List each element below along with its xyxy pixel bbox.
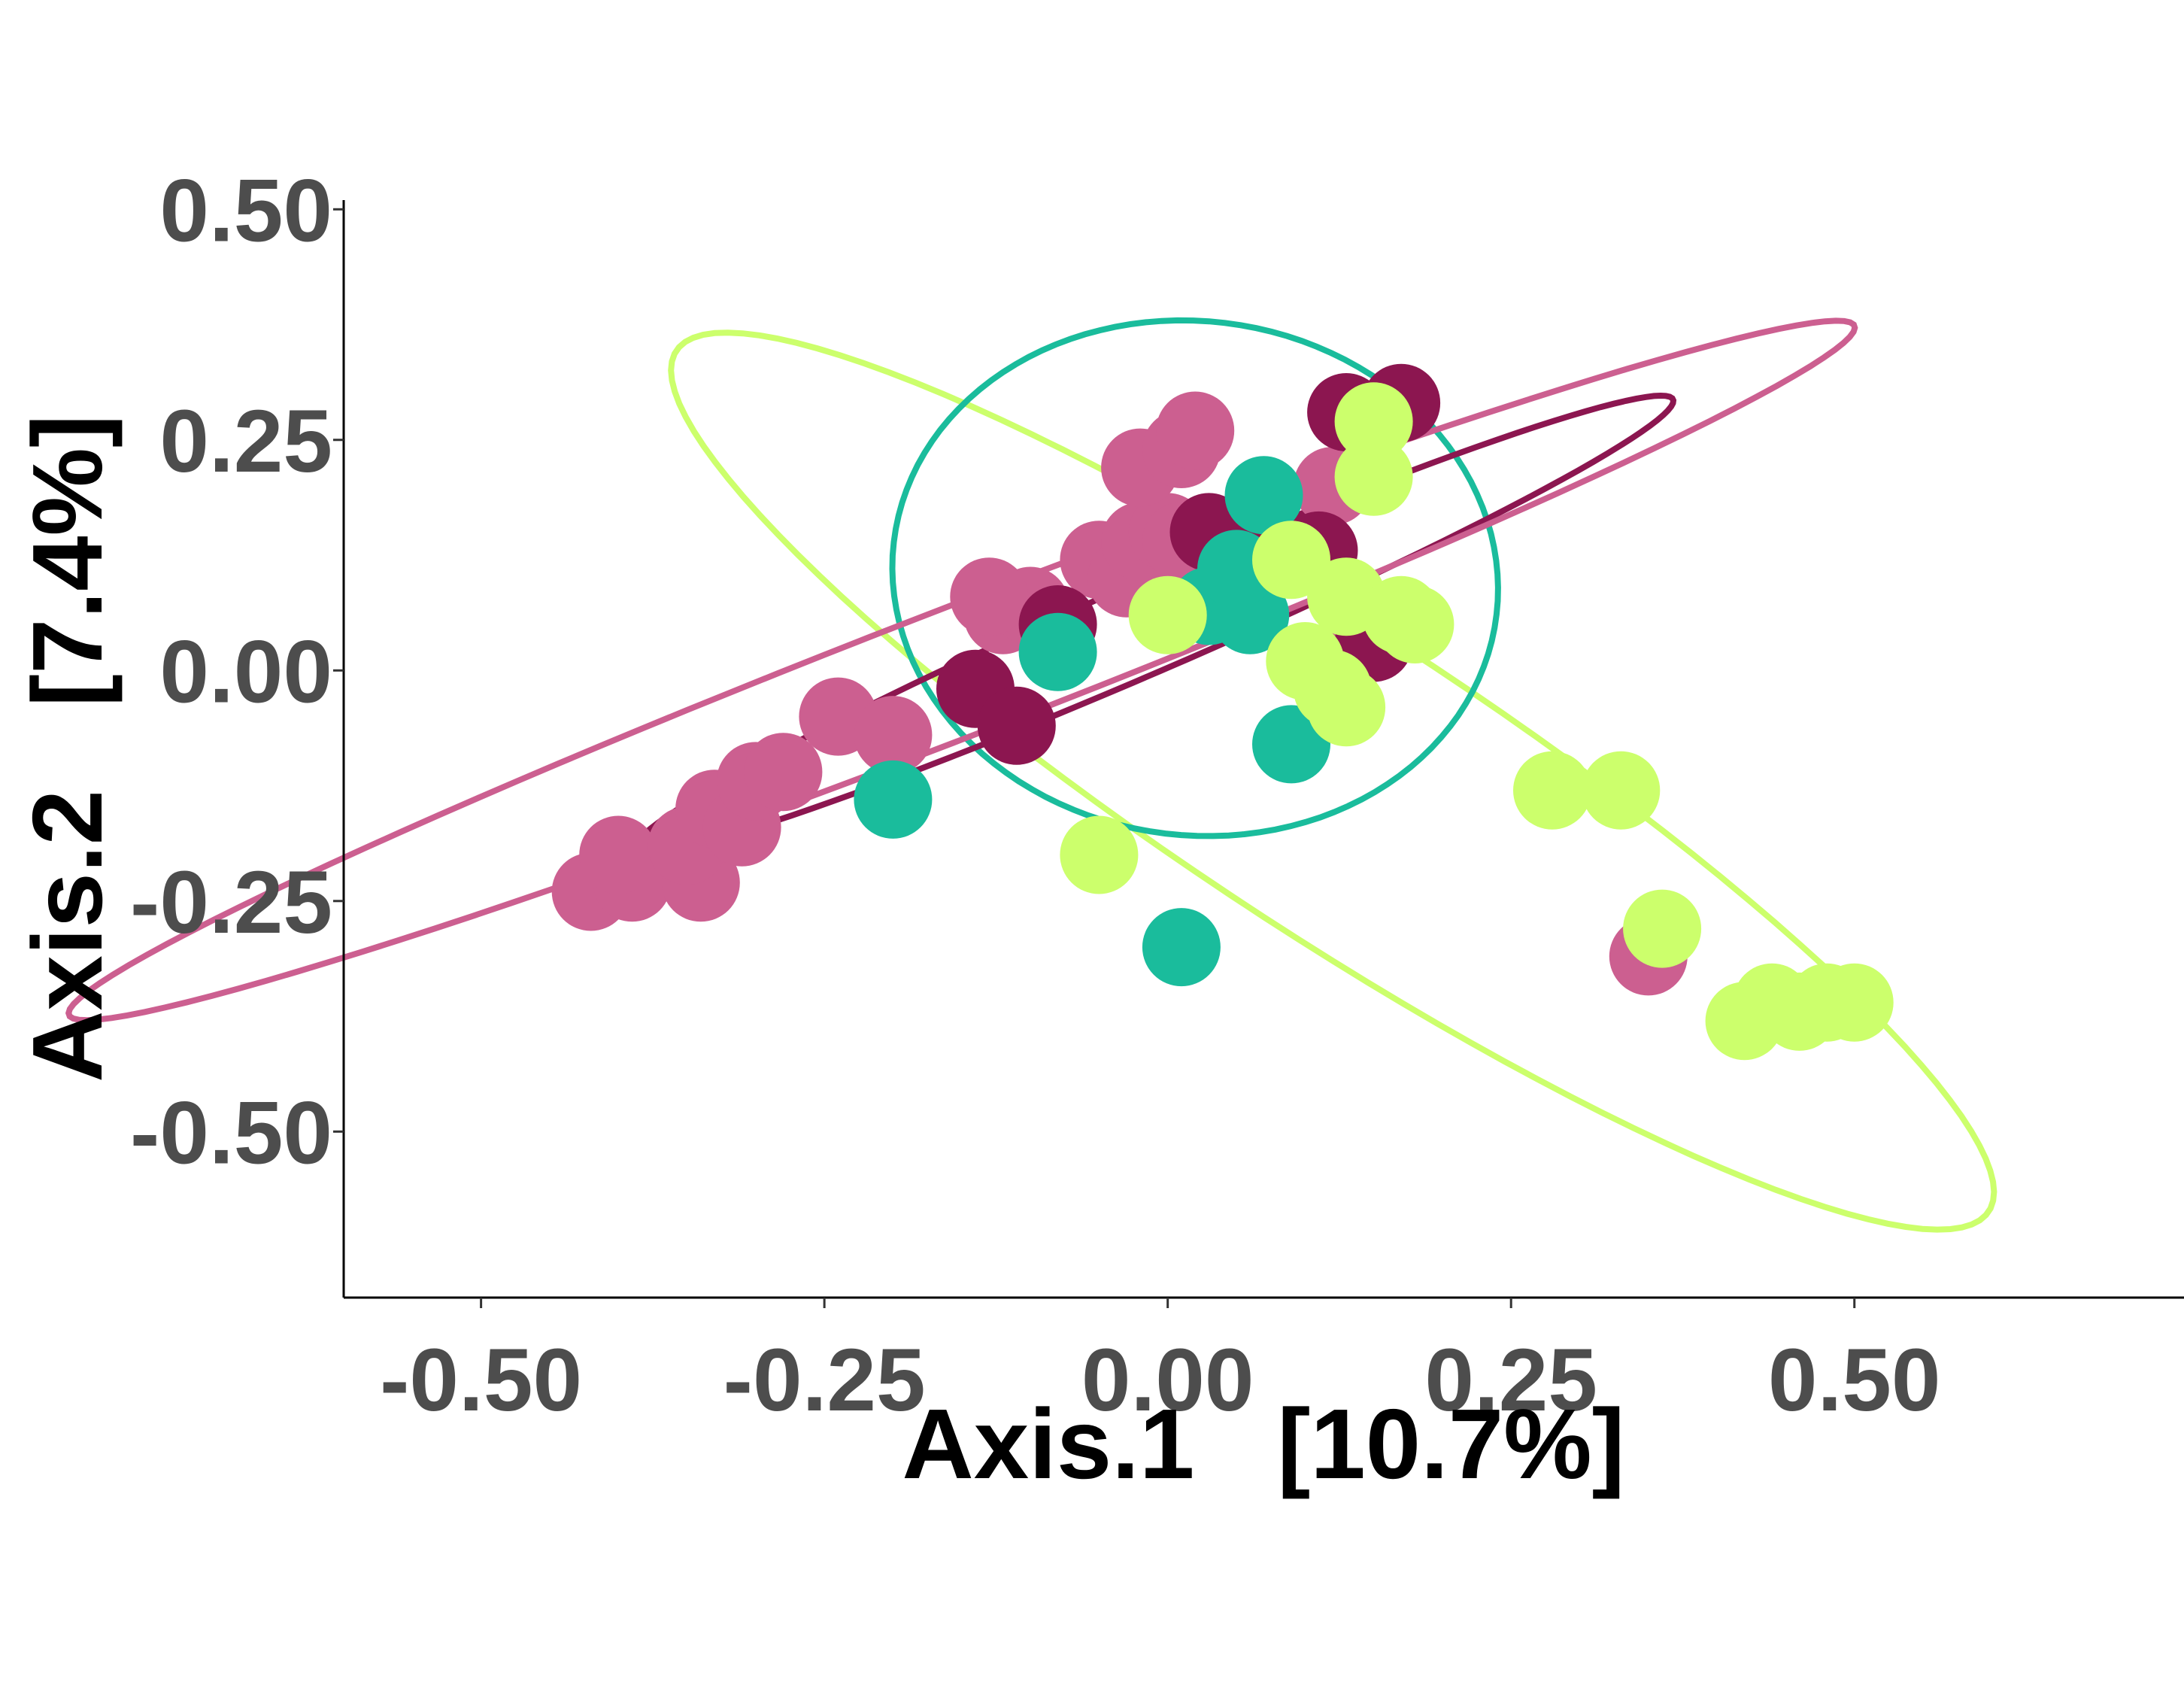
x-axis-ticks: -0.50 -0.25 0.00 0.25 0.50	[380, 1298, 1941, 1430]
point-0-13	[950, 557, 1029, 636]
y-tick-label-2: 0.00	[159, 622, 332, 721]
x-tick-label-3: 0.25	[1424, 1331, 1597, 1430]
point-3-9	[1060, 815, 1139, 894]
scatter-points	[551, 363, 1894, 1061]
point-3-2	[1252, 521, 1330, 600]
point-3-10	[1513, 751, 1591, 830]
point-3-0	[1334, 382, 1413, 461]
point-1-1	[977, 686, 1056, 765]
point-0-10	[854, 696, 933, 775]
confidence-ellipses	[65, 317, 1997, 1233]
point-3-18	[1128, 575, 1207, 654]
point-3-1	[1334, 437, 1413, 516]
x-axis-title: Axis.1 [10.7%]	[902, 1389, 1624, 1499]
point-0-21	[1156, 391, 1235, 470]
y-tick-label-4: -0.50	[130, 1083, 332, 1183]
point-2-5	[1252, 705, 1330, 784]
point-3-8	[1293, 649, 1372, 728]
ellipse-0	[668, 329, 1997, 1233]
point-3-11	[1582, 751, 1661, 830]
point-2-0	[854, 760, 933, 839]
point-3-12	[1623, 889, 1702, 968]
x-tick-label-0: -0.50	[380, 1331, 582, 1430]
y-tick-label-0: 0.50	[159, 161, 332, 260]
y-axis-ticks: 0.50 0.25 0.00 -0.25 -0.50	[130, 161, 344, 1183]
point-0-2	[579, 815, 658, 894]
y-tick-label-1: 0.25	[159, 392, 332, 491]
ellipse-1	[889, 317, 1501, 839]
point-3-17	[1815, 963, 1894, 1042]
x-tick-label-1: -0.25	[723, 1331, 926, 1430]
point-2-1	[1018, 612, 1097, 691]
point-2-6	[1142, 908, 1221, 987]
x-tick-label-4: 0.50	[1768, 1331, 1941, 1430]
y-tick-label-3: -0.25	[130, 853, 332, 952]
x-tick-label-2: 0.00	[1081, 1331, 1254, 1430]
point-3-5	[1376, 585, 1454, 663]
point-2-4	[1224, 456, 1303, 535]
point-0-8	[744, 733, 823, 812]
y-axis-title: Axis.2 [7.4%]	[12, 414, 123, 1082]
